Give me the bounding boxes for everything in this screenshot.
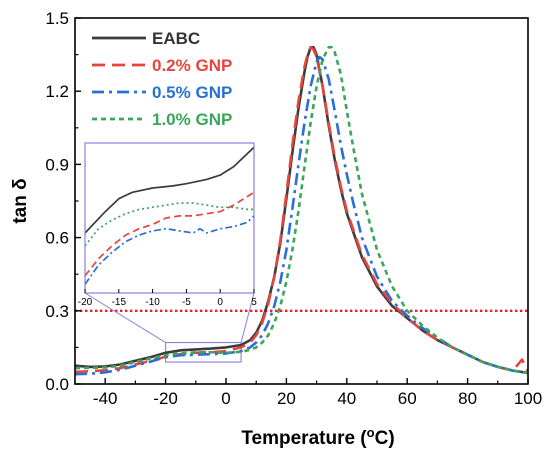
x-tick-label-3: 20 <box>277 389 296 408</box>
x-axis: -40 -20 0 20 40 60 80 100 <box>74 378 542 408</box>
legend-label-3: 1.0% GNP <box>152 110 232 129</box>
y-tick-label-3: 0.9 <box>45 155 69 174</box>
inset-x-tick-label-2: -10 <box>145 297 160 308</box>
inset-x-tick-label-0: -20 <box>78 297 93 308</box>
legend: EABC 0.2% GNP 0.5% GNP 1.0% GNP <box>92 29 232 129</box>
zoom-connector-left <box>84 292 166 343</box>
x-tick-label-1: -20 <box>153 389 178 408</box>
inset-x-axis: -20 -15 -10 -5 0 5 <box>78 289 257 308</box>
inset-series-layer <box>85 146 254 285</box>
y-axis: 0.0 0.3 0.6 0.9 1.2 1.5 <box>45 9 81 394</box>
x-axis-title-superscript: o <box>367 425 375 440</box>
inset-x-tick-label-1: -15 <box>112 297 127 308</box>
y-tick-label-1: 0.3 <box>45 302 69 321</box>
series-line-2 <box>75 55 528 376</box>
inset-series-line-3 <box>85 202 254 247</box>
x-tick-label-6: 80 <box>458 389 477 408</box>
x-tick-label-5: 60 <box>398 389 417 408</box>
inset-series-line-0 <box>85 146 254 234</box>
x-axis-title: Temperature (oC) <box>241 425 394 450</box>
legend-label-2: 0.5% GNP <box>152 83 232 102</box>
series-line-3 <box>75 45 528 375</box>
y-tick-label-5: 1.5 <box>45 9 69 28</box>
zoom-connector-right <box>240 292 255 343</box>
y-tick-label-0: 0.0 <box>45 375 69 394</box>
inset-series-line-1 <box>85 191 254 277</box>
y-tick-label-4: 1.2 <box>45 82 69 101</box>
legend-label-1: 0.2% GNP <box>152 56 232 75</box>
x-tick-label-2: 0 <box>221 389 230 408</box>
inset-x-tick-label-5: 5 <box>251 297 257 308</box>
y-axis-title: tan δ <box>10 178 31 223</box>
series-line-0 <box>75 45 528 375</box>
inset-series-line-2 <box>85 215 254 285</box>
series-layer <box>75 45 528 376</box>
inset-x-tick-label-4: 0 <box>217 297 223 308</box>
x-tick-label-0: -40 <box>93 389 118 408</box>
legend-label-0: EABC <box>152 29 200 48</box>
y-tick-label-2: 0.6 <box>45 229 69 248</box>
x-tick-label-4: 40 <box>337 389 356 408</box>
inset-x-tick-label-3: -5 <box>182 297 191 308</box>
inset-zoom-plot: -20 -15 -10 -5 0 5 <box>78 142 257 308</box>
x-tick-label-7: 100 <box>514 389 542 408</box>
inset-frame <box>84 142 255 294</box>
